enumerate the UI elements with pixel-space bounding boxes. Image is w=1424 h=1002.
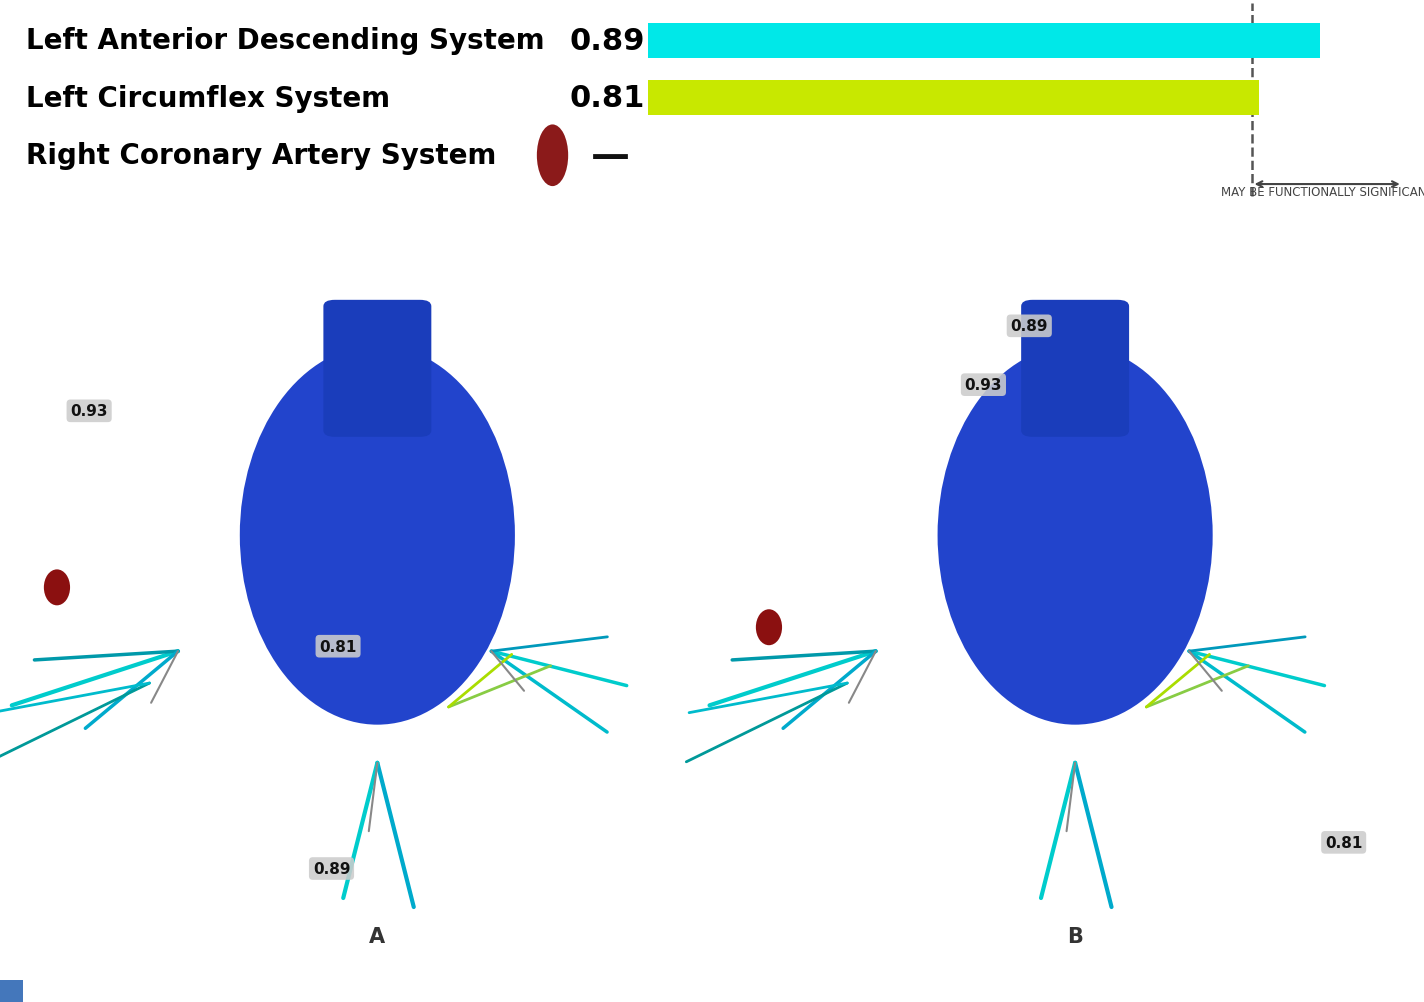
FancyBboxPatch shape (0, 980, 23, 1002)
Text: —: — (591, 137, 629, 175)
Text: Left Circumflex System: Left Circumflex System (26, 84, 390, 112)
FancyBboxPatch shape (323, 301, 431, 438)
Ellipse shape (537, 125, 568, 187)
Ellipse shape (239, 346, 515, 724)
Text: B: B (1067, 926, 1084, 946)
FancyBboxPatch shape (648, 81, 1259, 116)
FancyBboxPatch shape (1021, 301, 1129, 438)
Text: 0.89: 0.89 (1011, 319, 1048, 334)
Text: 0.81: 0.81 (1324, 835, 1363, 850)
Text: 0.89: 0.89 (313, 861, 350, 876)
Text: 0.81: 0.81 (319, 639, 357, 654)
Ellipse shape (937, 346, 1213, 724)
Text: 0.93: 0.93 (964, 378, 1002, 393)
Text: MAY BE FUNCTIONALLY SIGNIFICANT: MAY BE FUNCTIONALLY SIGNIFICANT (1220, 186, 1424, 198)
Text: 0.93: 0.93 (70, 404, 108, 419)
Text: 0.81: 0.81 (570, 84, 645, 113)
Text: A: A (369, 926, 386, 946)
FancyBboxPatch shape (648, 24, 1320, 58)
Text: Right Coronary Artery System: Right Coronary Artery System (26, 142, 496, 170)
Text: 0.89: 0.89 (570, 27, 645, 55)
Text: Left Anterior Descending System: Left Anterior Descending System (26, 27, 544, 55)
Ellipse shape (756, 609, 782, 645)
Ellipse shape (44, 570, 70, 606)
